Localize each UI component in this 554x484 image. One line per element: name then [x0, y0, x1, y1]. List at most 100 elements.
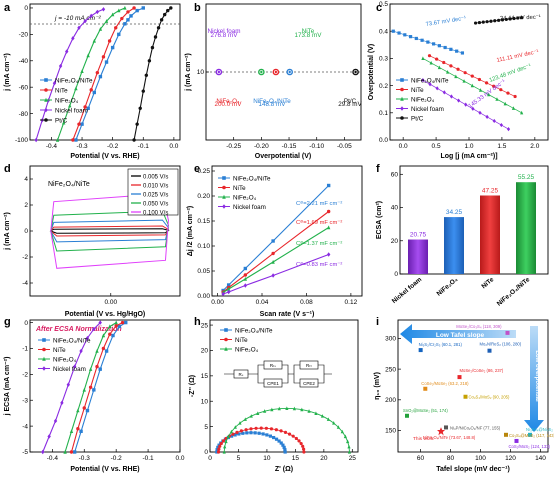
arrow-label-h: Low Tafel slope [436, 332, 485, 339]
plot-frame [399, 165, 549, 275]
data-marker [89, 13, 93, 19]
data-marker [92, 38, 96, 43]
x-tick-label: 0.00 [104, 299, 117, 306]
data-marker [302, 450, 306, 454]
data-point-center [354, 70, 357, 74]
data-marker [238, 421, 242, 425]
data-marker [218, 444, 222, 448]
data-marker [138, 106, 142, 111]
data-marker [520, 16, 524, 20]
data-marker [221, 439, 226, 443]
data-marker [249, 427, 253, 431]
legend-label: NiTe [233, 185, 246, 192]
data-marker [219, 441, 223, 446]
legend: 0.005 V/s 0.010 V/s 0.025 V/s 0.050 V/s 0.10… [127, 168, 179, 216]
data-marker [69, 450, 74, 454]
panel-b: b -0.25 -0.20 -0.15 -0.10 -0.05 10 Nickel foa… [185, 2, 363, 160]
y-tick-label: -2 [22, 254, 28, 261]
data-marker [215, 450, 219, 454]
axis-ticks: 60 80 100 120 140 150 200 250 300 [385, 336, 546, 462]
fit-line [422, 58, 522, 114]
data-marker [169, 6, 173, 10]
data-marker [153, 35, 158, 39]
data-marker [283, 430, 288, 434]
series [221, 183, 331, 297]
legend-label: Nickel foam [53, 366, 86, 373]
panel-c: c 0.0 0.5 1.0 1.5 2.0 0.0 0.1 0.2 0.3 0.4 0.5 73.6… [368, 1, 549, 160]
data-marker [302, 447, 306, 451]
data-marker [42, 338, 46, 342]
legend-label: Nickel foam [411, 106, 444, 113]
reference-label: Ni₃P/NiCo₂O₄/NF (77, 155) [450, 425, 501, 430]
y-tick-label: -40 [19, 58, 29, 65]
data-point-center [288, 70, 291, 74]
axis-ticks: 0 20 40 60 [391, 172, 403, 278]
y-tick-label: 0 [24, 5, 28, 12]
x-tick-label: -0.10 [309, 143, 324, 150]
data-marker [259, 426, 263, 430]
data-marker [271, 239, 275, 243]
y-tick-label: -4 [22, 280, 28, 287]
data-marker [107, 39, 112, 43]
y-tick-label: 0.10 [197, 243, 210, 250]
axis-ticks: 0.00 0.04 0.08 0.12 0.00 0.05 0.10 0.15 0.20 0.25 [197, 168, 357, 306]
y-axis-label: j (mA cm⁻²) [4, 212, 11, 251]
x-tick-label: 80 [447, 455, 455, 462]
data-marker [123, 5, 127, 10]
reference-label: CoSe₂/MoSe₂ (63.2, 218) [421, 381, 469, 386]
data-marker [237, 432, 241, 436]
x-tick-label: 25 [349, 455, 357, 462]
point-value: 276.8 mV [211, 32, 239, 39]
data-marker [277, 439, 281, 443]
x-tick-label: -0.15 [282, 143, 297, 150]
data-marker [216, 450, 221, 454]
data-marker [235, 430, 239, 434]
series-line [72, 7, 135, 141]
data-marker [80, 69, 84, 74]
data-marker [101, 55, 106, 59]
data-marker [243, 266, 248, 271]
x-tick-label: -0.4 [47, 455, 59, 462]
data-marker [460, 51, 465, 55]
data-marker [421, 56, 425, 60]
data-marker [42, 366, 46, 371]
data-marker [261, 432, 265, 436]
reference-marker [505, 330, 510, 335]
x-tick-label: 140 [535, 455, 546, 462]
data-marker [297, 439, 301, 443]
category-label: NiTe [480, 276, 495, 290]
cdl-label: Cᵈˡ=0.83 mF cm⁻² [296, 261, 342, 268]
data-marker [55, 137, 60, 142]
series-line [42, 322, 101, 453]
x-tick-label: 5 [237, 455, 241, 462]
data-marker [71, 36, 75, 41]
y-tick-label: -2 [22, 372, 28, 379]
series-line [75, 7, 144, 141]
data-marker [42, 356, 46, 361]
data-marker [60, 400, 64, 406]
legend-label: NiFe₂O₄ [55, 97, 79, 104]
legend-label: NiTe [55, 87, 68, 94]
data-marker [347, 444, 351, 449]
y-tick-label: 4 [24, 176, 28, 183]
data-marker [263, 409, 267, 413]
panel-letter-h: h [194, 316, 201, 328]
data-marker [117, 324, 122, 329]
data-marker [243, 417, 247, 421]
x-tick-label: 0.12 [345, 299, 358, 306]
y-tick-label: 300 [385, 336, 396, 343]
series-line [57, 7, 126, 141]
panel-letter-a: a [4, 2, 11, 14]
data-marker [222, 450, 226, 454]
x-tick-label: 0.00 [211, 299, 224, 306]
reference-label: Co₃S₄@MoS₂ (117, 143) [509, 433, 554, 438]
legend-label: NiFe₂O₄ [235, 346, 259, 353]
data-marker [44, 107, 48, 113]
data-marker [108, 324, 112, 329]
data-marker [104, 349, 109, 353]
data-marker [141, 89, 145, 93]
y-axis-label: j (mA cm⁻²) [4, 53, 11, 92]
cdl-label: Cᵈˡ=1.69 mF cm⁻² [296, 219, 342, 226]
data-marker [34, 137, 38, 143]
data-marker [76, 427, 80, 431]
